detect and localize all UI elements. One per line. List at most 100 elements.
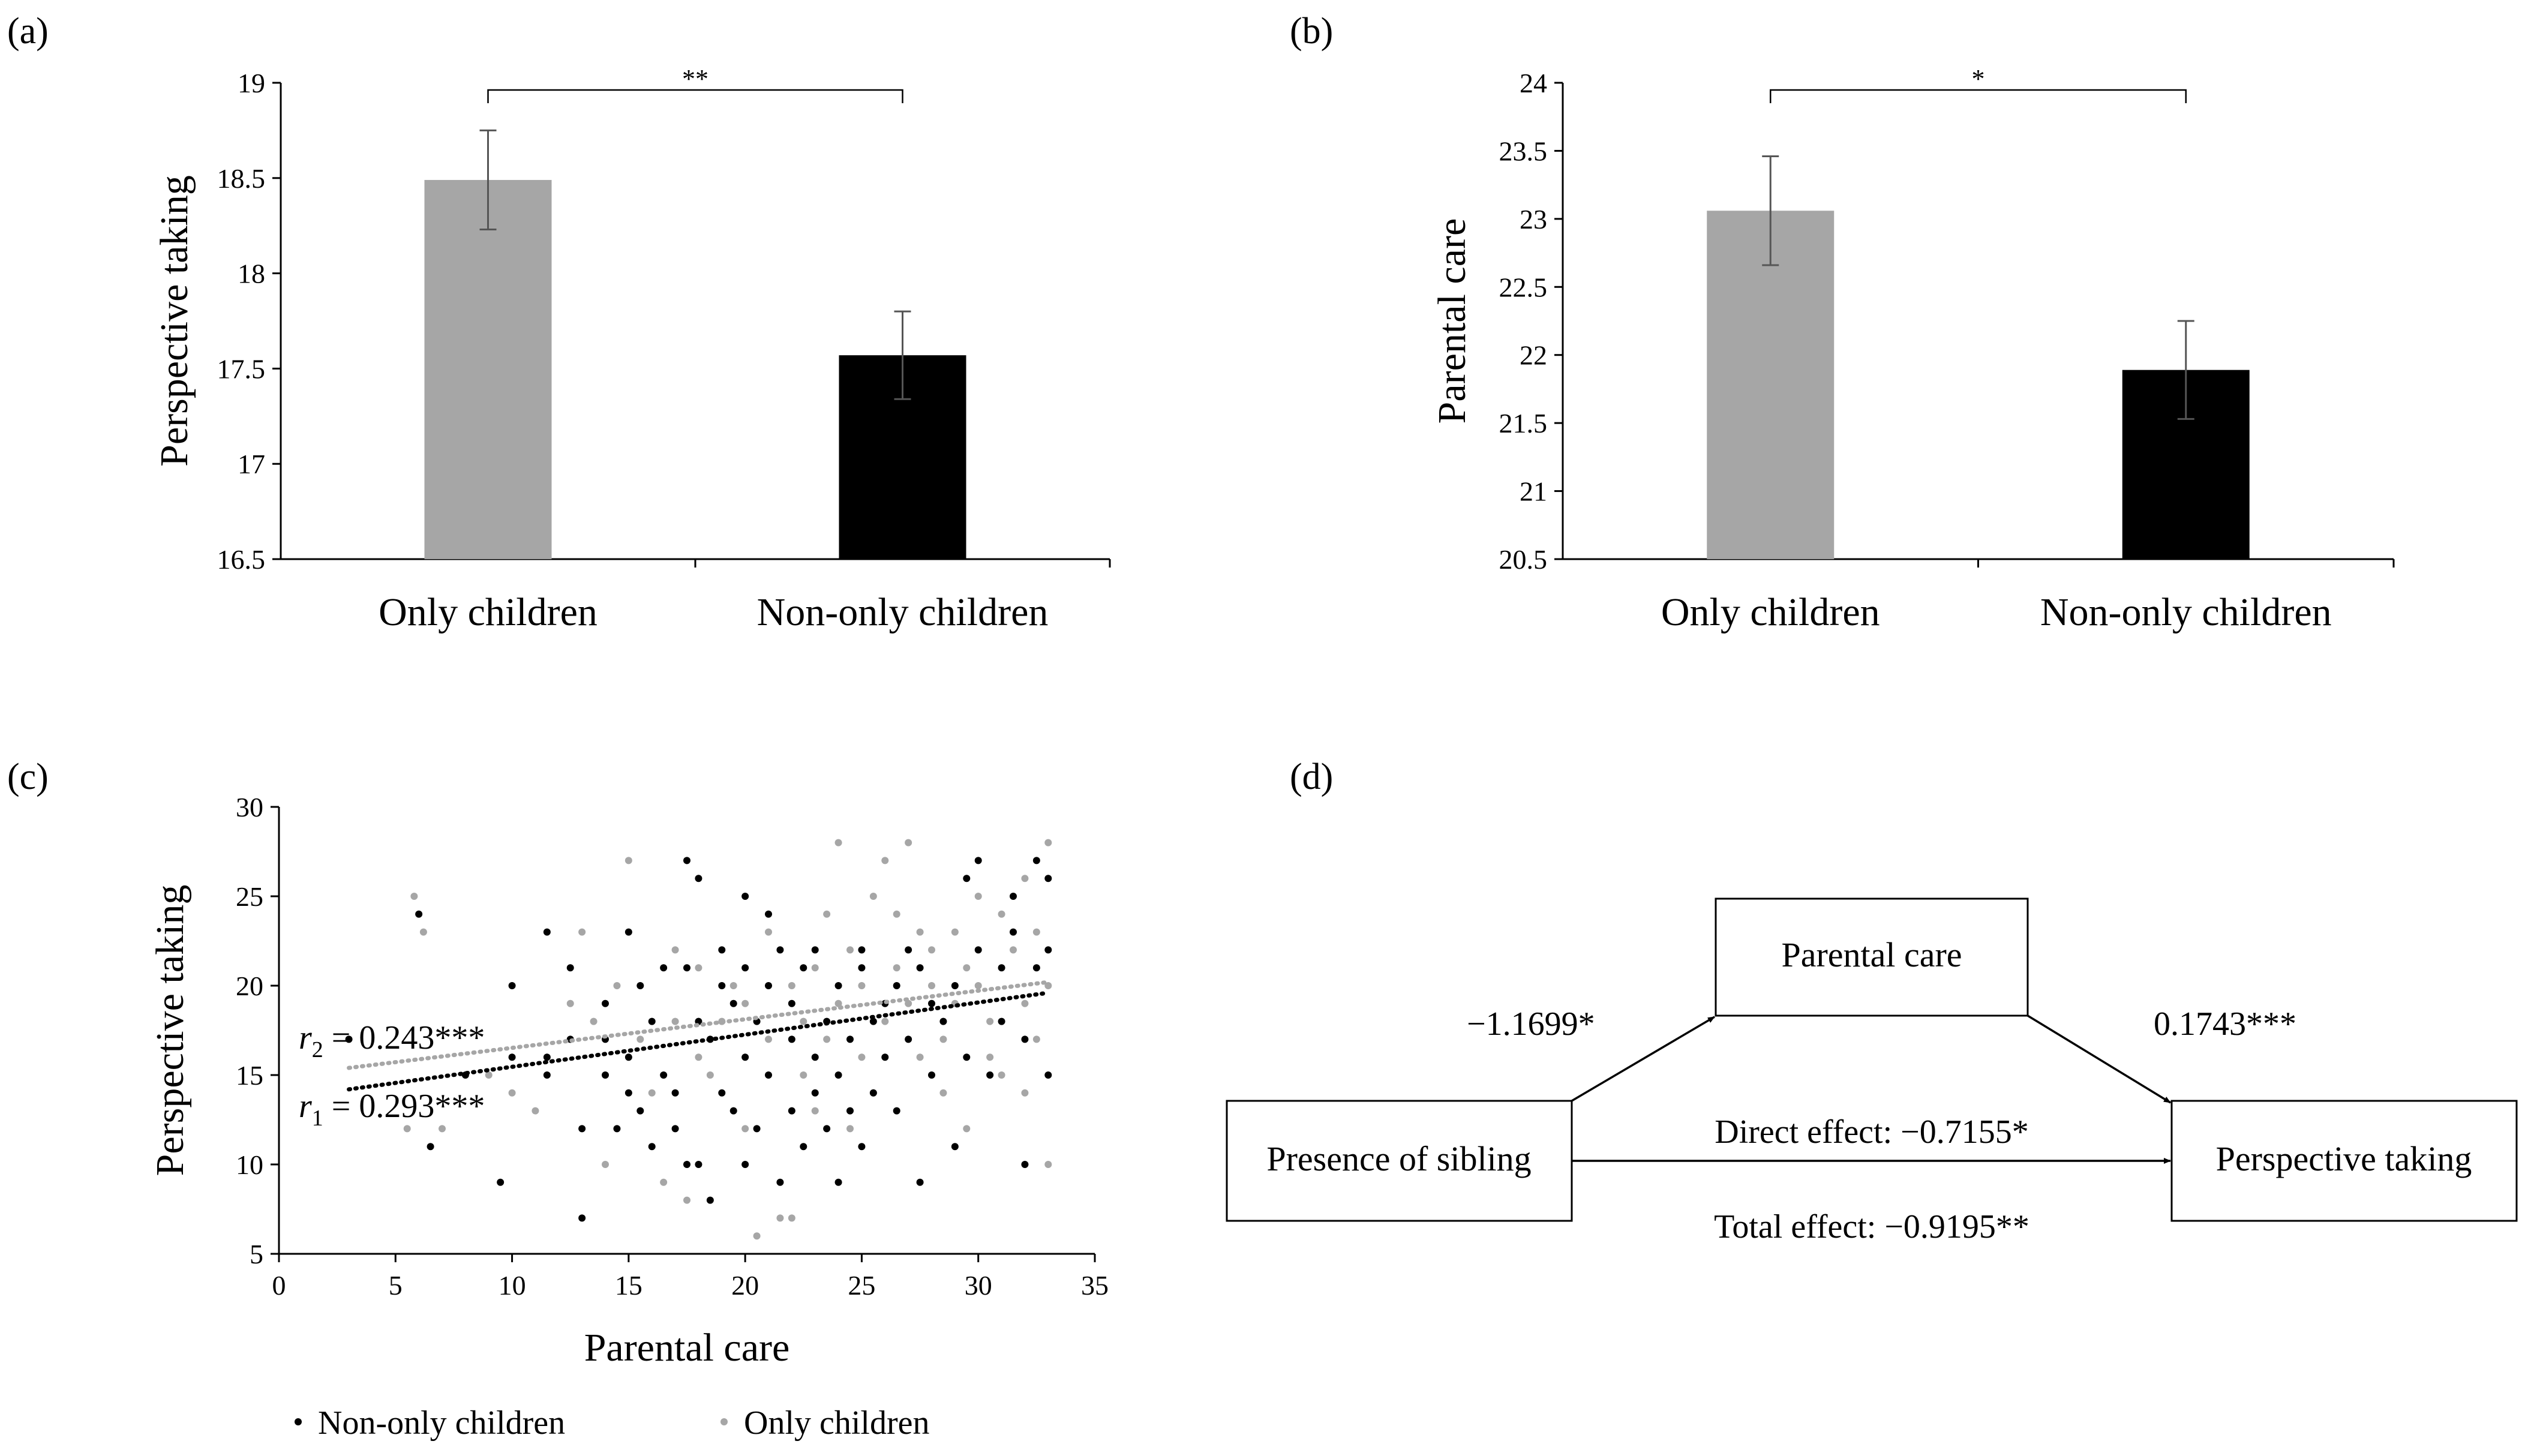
point-only-children xyxy=(765,1035,772,1043)
point-only-children xyxy=(823,1035,831,1043)
point-non-only-children xyxy=(671,1089,679,1097)
point-non-only-children xyxy=(905,1035,912,1043)
point-only-children xyxy=(1021,1089,1029,1097)
y-axis-title: Parental care xyxy=(1430,218,1474,424)
x-tick-label: 35 xyxy=(1081,1270,1109,1301)
y-tick-label: 22 xyxy=(1520,340,1547,371)
point-non-only-children xyxy=(811,1053,819,1061)
point-non-only-children xyxy=(729,1107,737,1115)
y-tick-label: 19 xyxy=(238,68,265,98)
point-non-only-children xyxy=(916,964,924,972)
point-only-children xyxy=(998,1071,1005,1079)
y-tick-label: 21.5 xyxy=(1499,408,1548,439)
point-only-children xyxy=(974,982,982,989)
point-only-children xyxy=(660,1178,668,1186)
point-non-only-children xyxy=(718,1089,726,1097)
point-non-only-children xyxy=(636,982,644,989)
point-only-children xyxy=(1010,946,1017,954)
point-non-only-children xyxy=(660,1071,668,1079)
point-only-children xyxy=(566,999,574,1007)
point-non-only-children xyxy=(695,1161,702,1168)
point-only-children xyxy=(905,839,912,846)
significance-bracket xyxy=(1770,89,2187,103)
point-non-only-children xyxy=(753,1125,761,1133)
point-only-children xyxy=(532,1107,539,1115)
point-non-only-children xyxy=(834,1178,842,1186)
point-only-children xyxy=(648,1089,656,1097)
point-only-children xyxy=(986,1053,994,1061)
path-a-coefficient: −1.1699* xyxy=(1467,1005,1595,1043)
point-non-only-children xyxy=(660,964,668,972)
r2-subscript: 2 xyxy=(312,1037,323,1062)
point-only-children xyxy=(869,893,877,900)
x-tick-label: 30 xyxy=(965,1270,992,1301)
point-only-children xyxy=(951,928,959,936)
x-category-label: Only children xyxy=(379,590,598,634)
direct-effect-label: Direct effect: −0.7155* xyxy=(1715,1113,2028,1151)
point-only-children xyxy=(485,1071,493,1079)
path-a-arrow xyxy=(1571,1016,1715,1102)
point-non-only-children xyxy=(741,1053,749,1061)
panel-label-c: (c) xyxy=(7,756,49,797)
point-non-only-children xyxy=(718,982,726,989)
mediation-diagram: Parental care Presence of sibling Perspe… xyxy=(1226,897,2518,1245)
point-only-children xyxy=(695,1053,702,1061)
trendline-only-children xyxy=(347,980,1050,1070)
y-tick-label: 17 xyxy=(238,449,265,479)
point-non-only-children xyxy=(893,982,900,989)
point-non-only-children xyxy=(905,946,912,954)
mediator-box xyxy=(1715,897,2029,1017)
scatter-legend: Non-only children Only children xyxy=(295,1404,929,1442)
point-only-children xyxy=(881,1017,889,1025)
bar-chart-perspective-taking: 16.5 17 17.5 18 18.5 19 Only children Non-only … xyxy=(152,64,1111,634)
panel-label-b: (b) xyxy=(1290,11,1333,52)
point-non-only-children xyxy=(834,982,842,989)
point-only-children xyxy=(916,928,924,936)
r2-annotation: r2 = 0.243*** xyxy=(299,1019,485,1062)
point-only-children xyxy=(928,946,935,954)
y-axis-title: Perspective taking xyxy=(152,175,196,467)
trendline-non-only-children xyxy=(347,990,1050,1092)
r1-symbol: r xyxy=(299,1088,312,1125)
path-b-coefficient: 0.1743*** xyxy=(2154,1005,2296,1043)
point-non-only-children xyxy=(800,964,807,972)
y-tick-label: 21 xyxy=(1520,476,1547,507)
r2-value: = 0.243*** xyxy=(323,1019,485,1056)
point-only-children xyxy=(590,1017,598,1025)
point-non-only-children xyxy=(1044,875,1052,882)
x-tick-label: 20 xyxy=(731,1270,759,1301)
predictor-label: Presence of sibling xyxy=(1266,1139,1531,1178)
point-non-only-children xyxy=(1044,1071,1052,1079)
y-tick-label: 10 xyxy=(236,1149,263,1180)
point-non-only-children xyxy=(846,1107,854,1115)
point-only-children xyxy=(916,1053,924,1061)
point-non-only-children xyxy=(683,857,690,864)
path-b-arrow xyxy=(2027,1014,2171,1104)
significance-bracket xyxy=(487,89,903,103)
point-non-only-children xyxy=(648,1143,656,1151)
point-non-only-children xyxy=(776,1178,784,1186)
point-non-only-children xyxy=(951,982,959,989)
point-only-children xyxy=(1044,1161,1052,1168)
point-non-only-children xyxy=(683,1161,690,1168)
point-only-children xyxy=(671,1017,679,1025)
point-only-children xyxy=(998,910,1005,918)
x-category-label: Non-only children xyxy=(757,590,1049,634)
point-non-only-children xyxy=(986,1071,994,1079)
point-only-children xyxy=(1044,839,1052,846)
point-only-children xyxy=(729,982,737,989)
x-axis-title: Parental care xyxy=(584,1326,790,1370)
point-non-only-children xyxy=(811,946,819,954)
point-only-children xyxy=(671,946,679,954)
point-only-children xyxy=(741,1125,749,1133)
point-non-only-children xyxy=(602,999,609,1007)
point-only-children xyxy=(613,982,621,989)
point-only-children xyxy=(811,964,819,972)
point-non-only-children xyxy=(345,1035,353,1043)
point-only-children xyxy=(788,982,795,989)
x-tick-label: 5 xyxy=(389,1270,403,1301)
point-non-only-children xyxy=(951,1143,959,1151)
point-non-only-children xyxy=(543,1053,551,1061)
